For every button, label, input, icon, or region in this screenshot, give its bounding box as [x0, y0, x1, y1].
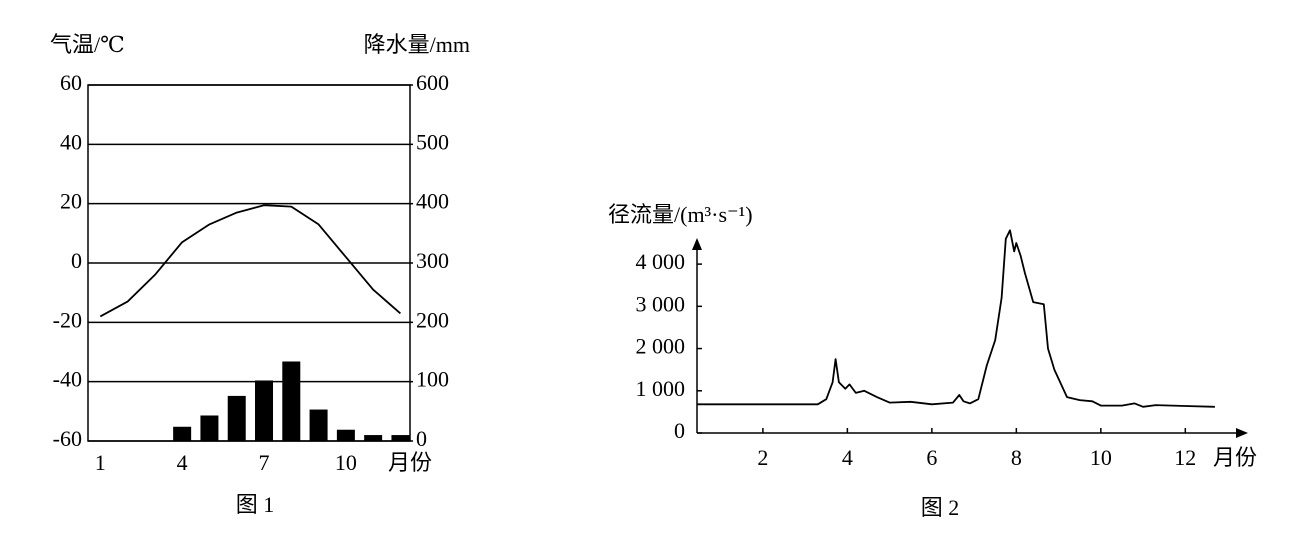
y-tick-label: 60 — [60, 70, 82, 95]
y-tick-label: 4 000 — [636, 249, 686, 274]
x-tick-label: 4 — [842, 445, 853, 470]
bar — [255, 380, 274, 441]
y-tick-label: 40 — [60, 129, 82, 154]
x-axis-title: 月份 — [1213, 445, 1257, 470]
y-tick-label: 0 — [674, 418, 685, 443]
x-axis-title: 月份 — [388, 450, 432, 475]
bar — [227, 395, 246, 441]
y-axis-arrow — [692, 238, 702, 250]
bar — [200, 415, 219, 441]
y-axis-title: 气温/℃ — [50, 32, 125, 57]
y-tick-label: -40 — [53, 367, 82, 392]
bar — [282, 361, 301, 441]
y2-tick-label: 400 — [416, 189, 449, 214]
x-tick-label: 6 — [926, 445, 937, 470]
temperature-line — [99, 204, 401, 318]
y-tick-label: -20 — [53, 307, 82, 332]
x-tick-label: 8 — [1011, 445, 1022, 470]
y-tick-label: 3 000 — [636, 291, 686, 316]
x-tick-label: 4 — [177, 450, 188, 475]
caption: 图 2 — [921, 495, 960, 520]
x-tick-label: 10 — [1090, 445, 1112, 470]
bar — [391, 435, 410, 441]
x-tick-label: 7 — [259, 450, 270, 475]
y2-tick-label: 500 — [416, 129, 449, 154]
y2-tick-label: 200 — [416, 307, 449, 332]
bar — [173, 426, 192, 441]
y-axis-title: 径流量/(m³·s⁻¹) — [608, 202, 753, 227]
y2-tick-label: 0 — [416, 426, 427, 451]
caption: 图 1 — [236, 492, 275, 517]
x-axis-arrow — [1236, 428, 1248, 438]
y-tick-label: 2 000 — [636, 334, 686, 359]
y-tick-label: -60 — [53, 426, 82, 451]
bar — [336, 429, 355, 441]
x-tick-label: 10 — [335, 450, 357, 475]
y2-axis-title: 降水量/mm — [364, 32, 470, 57]
bar — [309, 409, 328, 441]
runoff-line — [697, 229, 1215, 408]
y-tick-label: 20 — [60, 189, 82, 214]
y2-tick-label: 300 — [416, 248, 449, 273]
y-tick-label: 0 — [71, 248, 82, 273]
y2-tick-label: 600 — [416, 70, 449, 95]
x-tick-label: 1 — [95, 450, 106, 475]
bar — [364, 435, 383, 441]
x-tick-label: 2 — [757, 445, 768, 470]
y-tick-label: 1 000 — [636, 376, 686, 401]
y2-tick-label: 100 — [416, 367, 449, 392]
x-tick-label: 12 — [1174, 445, 1196, 470]
